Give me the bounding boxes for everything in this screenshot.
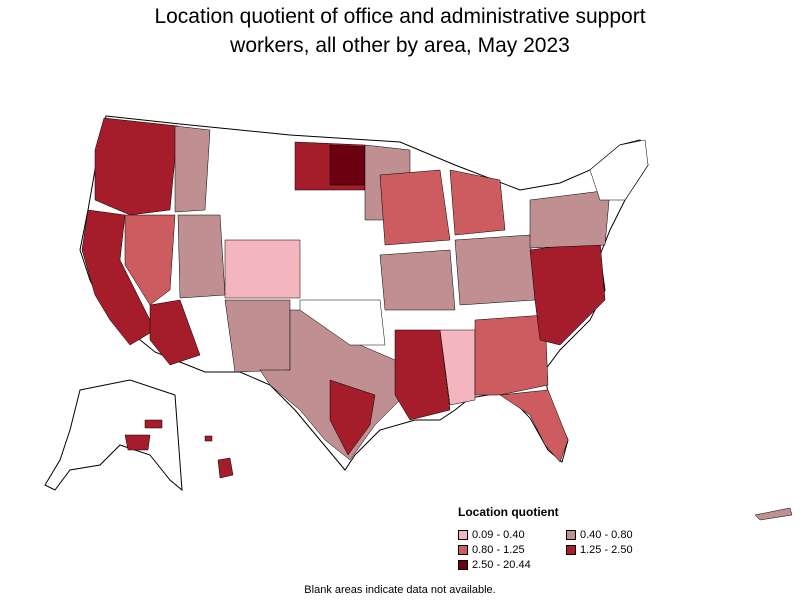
- legend-item: 1.25 - 2.50: [566, 543, 674, 556]
- legend: Location quotient 0.09 - 0.40 0.40 - 0.8…: [458, 505, 688, 571]
- legend-swatch: [566, 529, 576, 540]
- region-puerto-rico: [754, 507, 793, 521]
- legend-label: 1.25 - 2.50: [580, 543, 633, 556]
- region-alaska-anchorage: [124, 434, 151, 451]
- region-mississippi: [439, 329, 476, 406]
- region-carolinas-virginia: [529, 239, 606, 346]
- legend-label: 2.50 - 20.44: [472, 558, 531, 571]
- region-utah: [177, 214, 226, 299]
- region-oklahoma: [299, 299, 386, 346]
- region-missouri: [379, 249, 456, 311]
- region-texas-gulf: [329, 379, 376, 456]
- region-alabama-georgia: [474, 314, 549, 396]
- footnote: Blank areas indicate data not available.: [304, 584, 496, 596]
- legend-item: 2.50 - 20.44: [458, 558, 566, 571]
- map-title: Location quotient of office and administ…: [0, 2, 800, 60]
- region-colorado: [224, 239, 301, 299]
- region-north-dakota-east: [329, 144, 366, 186]
- region-iowa-wisconsin: [379, 169, 451, 246]
- region-florida: [499, 389, 569, 463]
- legend-grid: 0.09 - 0.40 0.40 - 0.80 0.80 - 1.25 1.25…: [458, 528, 688, 571]
- region-california-coast: [81, 209, 156, 346]
- region-alaska-fairbanks: [144, 419, 163, 429]
- region-louisiana-arkansas: [394, 329, 451, 421]
- region-michigan: [449, 169, 506, 236]
- legend-swatch: [458, 544, 468, 555]
- title-line-1: Location quotient of office and administ…: [154, 5, 646, 28]
- region-pacific-northwest: [94, 117, 179, 216]
- region-idaho: [174, 125, 211, 213]
- region-hawaii-oahu: [204, 435, 213, 442]
- region-nevada: [124, 214, 176, 306]
- legend-swatch: [458, 529, 468, 540]
- legend-item: 0.80 - 1.25: [458, 543, 566, 556]
- region-alaska: [44, 379, 183, 492]
- region-arizona: [149, 299, 201, 366]
- region-mid-atlantic: [529, 189, 611, 249]
- legend-swatch: [566, 544, 576, 555]
- legend-label: 0.40 - 0.80: [580, 528, 633, 541]
- legend-label: 0.09 - 0.40: [472, 528, 525, 541]
- legend-item: 0.40 - 0.80: [566, 528, 674, 541]
- title-line-2: workers, all other by area, May 2023: [230, 34, 570, 57]
- legend-title: Location quotient: [458, 505, 559, 519]
- region-new-mexico: [224, 299, 291, 373]
- legend-label: 0.80 - 1.25: [472, 543, 525, 556]
- region-ohio-valley: [454, 234, 536, 306]
- legend-swatch: [458, 559, 468, 570]
- legend-item: 0.09 - 0.40: [458, 528, 566, 541]
- region-hawaii-big-island: [217, 457, 234, 479]
- region-new-england: [589, 139, 649, 201]
